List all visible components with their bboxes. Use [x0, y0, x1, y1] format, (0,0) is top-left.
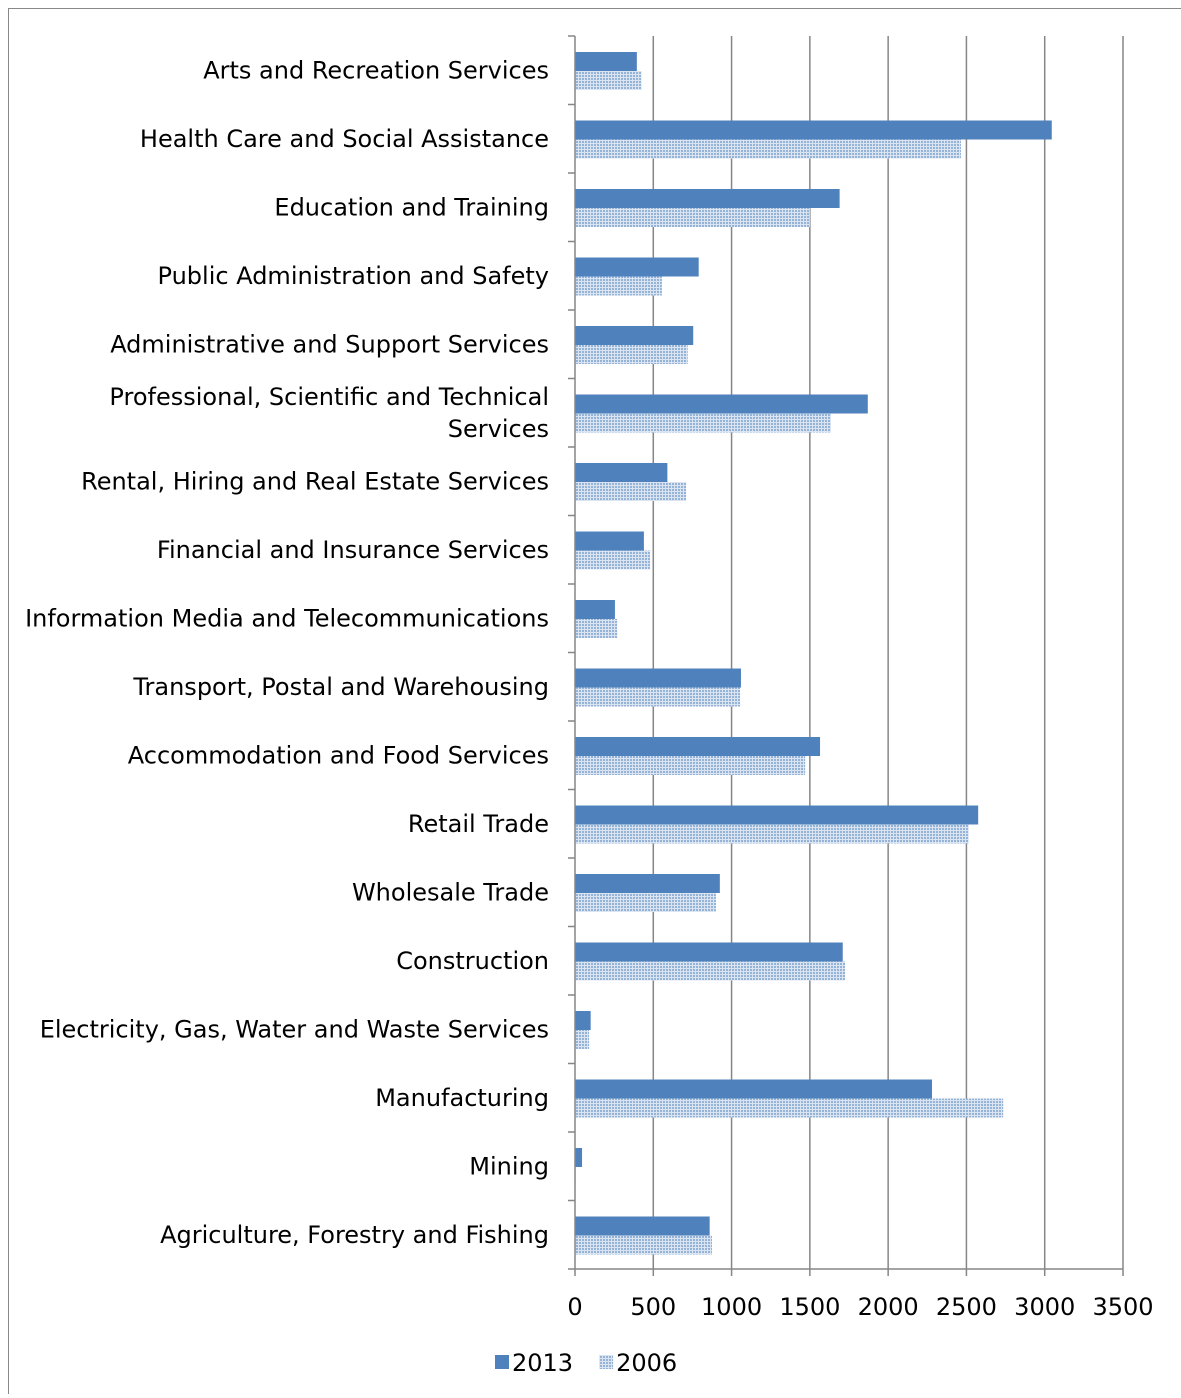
bar	[575, 688, 740, 707]
bar	[575, 1099, 1003, 1118]
bar	[575, 669, 741, 688]
bar	[575, 619, 617, 638]
bar	[575, 414, 831, 433]
y-tick-label: Education and Training	[274, 193, 549, 221]
bar	[575, 1217, 710, 1236]
bar	[575, 52, 637, 71]
x-tick-label: 2000	[858, 1293, 919, 1321]
y-tick-label: Wholesale Trade	[352, 878, 549, 906]
bar	[575, 893, 716, 912]
bar	[575, 121, 1052, 140]
y-tick-label: Arts and Recreation Services	[203, 56, 549, 84]
bar	[575, 395, 868, 414]
y-tick-label: Manufacturing	[375, 1084, 549, 1112]
bar	[575, 806, 978, 825]
bar	[575, 277, 662, 296]
y-tick-label: Administrative and Support Services	[110, 330, 549, 358]
legend-label: 2013	[512, 1349, 573, 1377]
y-tick-label: Health Care and Social Assistance	[140, 125, 549, 153]
bar	[575, 258, 699, 277]
legend-swatch	[495, 1355, 509, 1369]
legend-label: 2006	[616, 1349, 677, 1377]
y-tick-label: Financial and Insurance Services	[157, 536, 549, 564]
y-tick-label: Retail Trade	[408, 810, 549, 838]
y-tick-label: Mining	[469, 1152, 549, 1180]
x-tick-label: 0	[567, 1293, 582, 1321]
bar	[575, 463, 667, 482]
bar	[575, 1011, 591, 1030]
bar	[575, 825, 969, 844]
x-tick-label: 3000	[1014, 1293, 1075, 1321]
x-tick-label: 2500	[936, 1293, 997, 1321]
x-tick-label: 1000	[701, 1293, 762, 1321]
x-tick-label: 500	[630, 1293, 676, 1321]
legend-swatch	[599, 1355, 613, 1369]
bar	[575, 189, 840, 208]
y-tick-label: Transport, Postal and Warehousing	[132, 673, 549, 701]
y-tick-label: Agriculture, Forestry and Fishing	[160, 1221, 549, 1249]
bar	[575, 482, 686, 501]
bar	[575, 208, 810, 227]
bar	[575, 756, 805, 775]
y-tick-label: Accommodation and Food Services	[128, 741, 549, 769]
y-tick-label: Professional, Scientific and Technical Se…	[109, 383, 549, 443]
bar	[575, 326, 693, 345]
bar	[575, 737, 820, 756]
y-tick-label: Information Media and Telecommunications	[25, 604, 549, 632]
bar	[575, 874, 720, 893]
label-line: Services	[448, 415, 549, 443]
bar	[575, 140, 961, 159]
bar	[575, 1236, 712, 1255]
y-tick-label: Electricity, Gas, Water and Waste Servic…	[40, 1015, 549, 1043]
bar	[575, 962, 845, 981]
y-tick-label: Construction	[396, 947, 549, 975]
bar	[575, 1080, 932, 1099]
y-tick-label: Rental, Hiring and Real Estate Services	[81, 467, 549, 495]
bar	[575, 1148, 582, 1167]
bar	[575, 551, 650, 570]
bar	[575, 71, 642, 90]
x-tick-label: 3500	[1092, 1293, 1153, 1321]
label-line: Professional, Scientific and Technical	[109, 383, 549, 411]
bar	[575, 943, 843, 962]
bar	[575, 600, 615, 619]
y-tick-label: Public Administration and Safety	[158, 262, 549, 290]
bar	[575, 532, 644, 551]
x-tick-label: 1500	[779, 1293, 840, 1321]
bar	[575, 345, 688, 364]
bar	[575, 1030, 589, 1049]
